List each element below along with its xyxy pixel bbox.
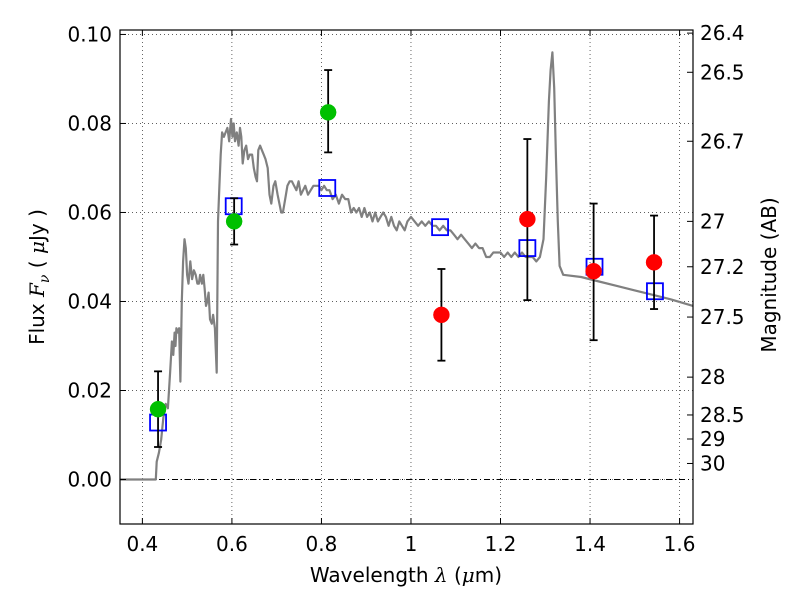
y2-tick-label: 27	[700, 209, 725, 233]
y2-axis-title: Magnitude (AB)	[757, 197, 781, 352]
x-axis-title-prefix: Wavelength	[310, 563, 435, 587]
x-tick-label: 1	[405, 532, 418, 556]
y-tick-label: 0.02	[67, 378, 112, 402]
x-tick-label: 0.6	[216, 532, 248, 556]
plot-frame	[119, 29, 694, 525]
x-axis-title-unit: (	[448, 563, 462, 587]
axis-ticks: 0.4 0.6 0.8 1 1.2 1.4 1.6 0.00 0.02 0.04 0.06 0.08 0…	[67, 21, 744, 556]
y-tick-label: 0.08	[67, 111, 112, 135]
y-tick-label: 0.10	[67, 22, 112, 46]
marker-layer	[149, 69, 664, 448]
detections-point	[319, 104, 337, 121]
y2-tick-label: 30	[700, 451, 725, 475]
y-axis-title-sub: ν	[37, 274, 53, 283]
upper-detections-point	[519, 210, 536, 228]
upper-detections-point	[585, 262, 602, 280]
y-axis-title-var: F	[25, 282, 49, 298]
y-axis-title-unit: Jy )	[25, 209, 49, 243]
x-axis-title-var: λ	[434, 563, 448, 587]
y-tick-label: 0.00	[67, 467, 112, 491]
y-axis-title-prefix: Flux	[25, 297, 49, 345]
y2-tick-label: 26.7	[700, 129, 745, 153]
y-tick-label: 0.04	[67, 289, 112, 313]
x-tick-label: 0.4	[126, 532, 158, 556]
y2-tick-label: 27.2	[700, 255, 745, 279]
x-tick-label: 0.8	[306, 532, 338, 556]
upper-detections-point	[645, 254, 663, 271]
x-axis-title-suffix: m)	[475, 563, 502, 587]
y2-tick-label: 29	[700, 427, 725, 451]
model-sed-layer	[120, 51, 693, 481]
y-tick-label: 0.06	[67, 200, 112, 224]
y-axis-title: Flux Fν ( μJy )	[25, 209, 53, 345]
x-tick-label: 1.2	[485, 532, 517, 556]
model-sed-line	[120, 51, 693, 481]
x-axis-title-mu: μ	[462, 563, 475, 587]
grid	[120, 30, 693, 524]
y2-tick-label: 26.5	[700, 60, 745, 84]
x-tick-label: 1.6	[664, 532, 696, 556]
model-bandpass-square	[318, 179, 337, 197]
y2-tick-label: 28.5	[700, 403, 745, 427]
y-axis-title-mu: μ	[25, 241, 49, 254]
model-bandpass-square	[431, 218, 449, 237]
y2-tick-label: 27.5	[700, 305, 745, 329]
detections-point	[225, 213, 243, 230]
y2-tick-label: 28	[700, 365, 725, 389]
detections-point	[149, 400, 167, 418]
y2-tick-label: 26.4	[700, 21, 745, 45]
upper-detections-point	[433, 306, 450, 324]
x-tick-label: 1.4	[574, 532, 606, 556]
y-axis-title-mid: (	[25, 254, 49, 275]
x-axis-title: Wavelength λ (μm)	[310, 563, 502, 587]
